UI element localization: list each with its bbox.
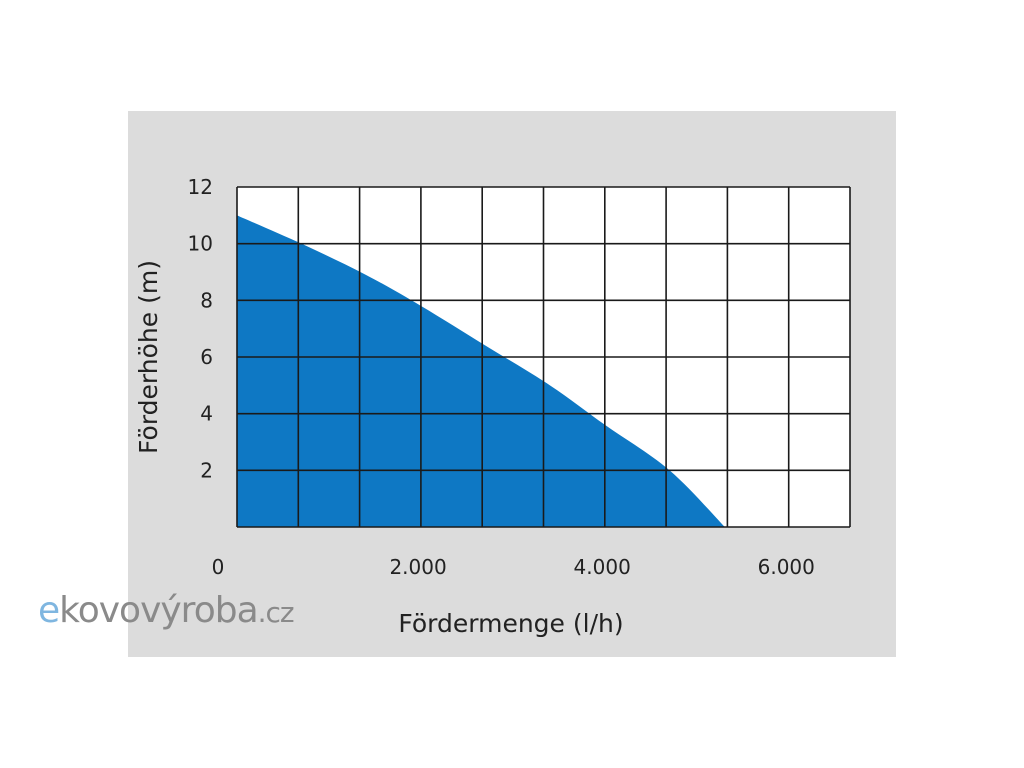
x-tick-label: 4.000 [574,555,631,579]
x-tick-label: 6.000 [758,555,815,579]
x-axis-label: Fördermenge (l/h) [398,609,623,638]
y-tick-label: 8 [200,288,213,312]
x-tick-label: 0 [212,555,225,579]
y-tick-label: 2 [200,458,213,482]
y-tick-label: 6 [200,345,213,369]
y-tick-label: 12 [188,175,213,199]
y-axis-label: Förderhöhe (m) [134,260,163,454]
y-tick-label: 10 [188,232,213,256]
x-tick-label: 2.000 [389,555,446,579]
y-tick-label: 4 [200,402,213,426]
watermark-logo: ekovovýroba.cz [38,590,295,631]
